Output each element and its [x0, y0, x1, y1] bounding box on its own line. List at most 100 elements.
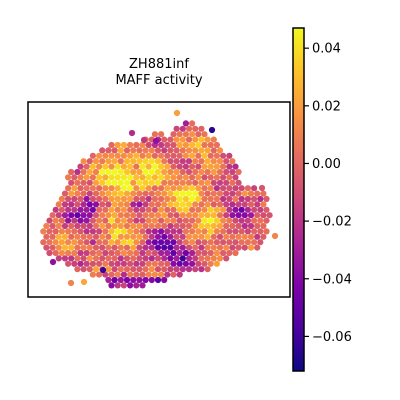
spot	[154, 147, 162, 154]
spot	[207, 185, 214, 192]
spot	[170, 271, 177, 278]
spot	[192, 201, 199, 208]
spot	[108, 206, 115, 213]
spot	[229, 179, 236, 186]
spot	[136, 179, 143, 186]
spot	[182, 206, 189, 213]
spot	[195, 228, 202, 235]
spot	[192, 125, 199, 132]
spot	[99, 266, 107, 274]
spot	[86, 266, 93, 273]
spot	[158, 195, 165, 203]
spot	[130, 212, 137, 219]
spot	[235, 244, 242, 251]
spot	[158, 228, 165, 235]
spot	[241, 201, 248, 208]
spot	[158, 152, 165, 159]
spot	[154, 244, 162, 251]
spot	[120, 239, 127, 246]
spot	[198, 179, 205, 186]
spot	[179, 222, 186, 230]
spot	[201, 206, 208, 213]
spot	[117, 276, 124, 284]
spot	[148, 147, 155, 154]
spot	[195, 217, 202, 224]
spot	[185, 179, 193, 186]
spot	[235, 233, 242, 240]
spot	[133, 271, 140, 278]
spot	[142, 212, 149, 219]
spot	[108, 217, 115, 224]
spot	[263, 206, 270, 213]
spot	[127, 163, 134, 170]
spot	[55, 233, 62, 240]
spot	[111, 255, 118, 262]
spot	[232, 228, 239, 235]
spot	[158, 206, 165, 213]
spot	[220, 195, 227, 203]
spot	[213, 217, 220, 224]
spot	[108, 141, 115, 149]
spot	[142, 179, 149, 186]
spot	[127, 206, 134, 213]
spot	[96, 217, 103, 224]
spot	[80, 179, 87, 186]
spot	[201, 141, 208, 149]
spot	[164, 206, 171, 213]
spot	[130, 255, 137, 262]
spot	[123, 158, 131, 165]
spot	[133, 163, 140, 170]
spot	[67, 279, 75, 287]
spot	[61, 190, 69, 197]
spot	[210, 190, 217, 197]
spot	[164, 152, 171, 159]
spot	[117, 222, 124, 230]
spot	[133, 249, 140, 257]
spot	[71, 249, 78, 257]
spot	[179, 255, 186, 262]
spot	[86, 179, 93, 186]
spot	[139, 174, 146, 181]
spot	[170, 185, 177, 192]
spot	[170, 195, 177, 203]
spot	[204, 158, 211, 165]
spot	[96, 249, 103, 257]
spot	[201, 260, 208, 267]
spot	[145, 152, 152, 159]
spot	[201, 195, 208, 203]
spot	[145, 141, 152, 149]
spot	[102, 249, 109, 257]
spot	[154, 190, 162, 197]
spot	[102, 228, 109, 235]
spot	[173, 233, 180, 240]
spot	[185, 255, 193, 262]
spot	[170, 163, 177, 170]
spot	[207, 195, 214, 203]
spot	[108, 163, 115, 170]
spot	[198, 244, 205, 251]
spot	[173, 244, 180, 251]
spot	[136, 212, 143, 219]
spot	[52, 217, 59, 224]
spot	[204, 255, 211, 262]
spot	[210, 179, 217, 186]
spot	[136, 266, 143, 273]
spot	[173, 136, 180, 143]
spot	[99, 233, 106, 240]
spot	[71, 174, 78, 181]
spot	[102, 163, 109, 170]
spot	[148, 212, 155, 219]
spot	[254, 212, 261, 219]
spot	[158, 131, 165, 138]
spot	[176, 249, 183, 257]
spot	[108, 174, 115, 181]
spot	[96, 271, 103, 278]
spot	[83, 195, 90, 203]
spot	[136, 190, 143, 197]
spot	[179, 136, 186, 143]
spot	[223, 233, 230, 240]
spot	[198, 201, 205, 208]
spot	[108, 228, 115, 235]
spot	[179, 244, 186, 251]
